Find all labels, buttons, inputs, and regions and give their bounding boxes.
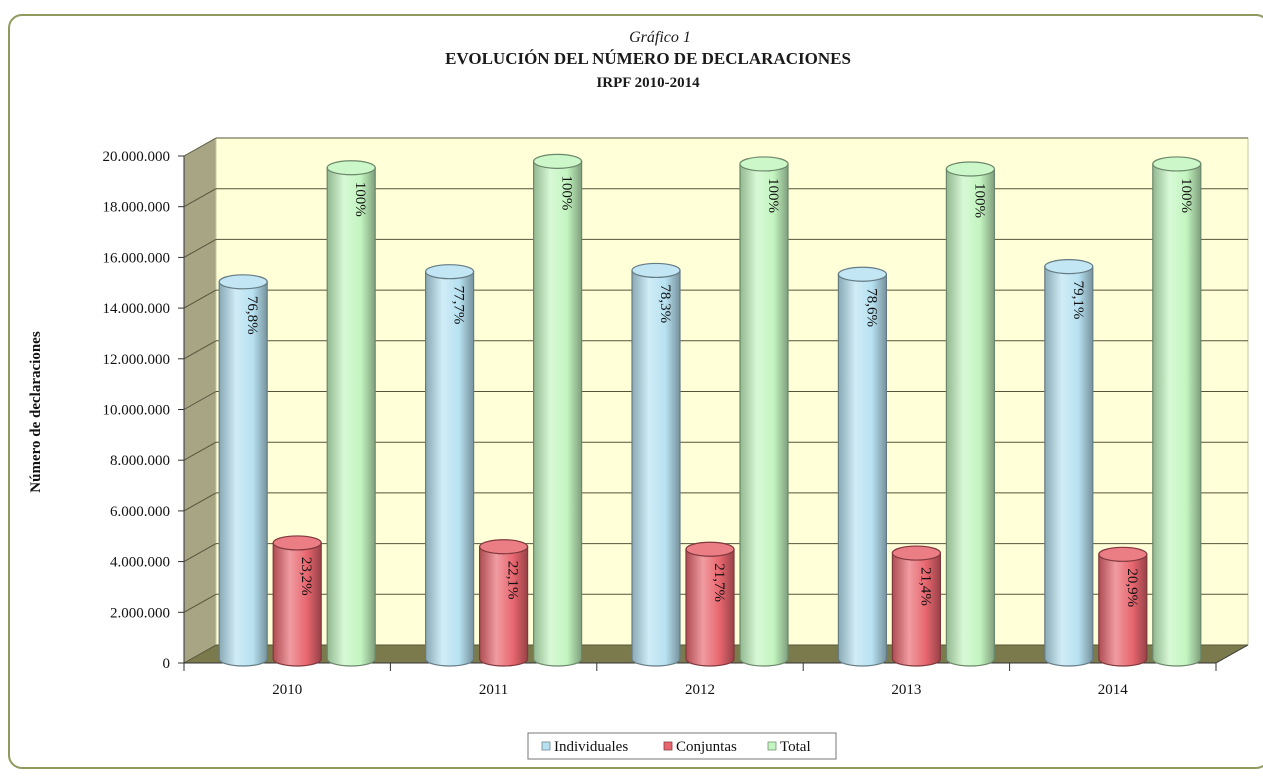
bar-conjuntas-2014 bbox=[1098, 553, 1148, 667]
legend-swatch-individuales bbox=[541, 741, 551, 751]
legend-swatch-conjuntas bbox=[663, 741, 673, 751]
data-label: 21,7% bbox=[711, 563, 727, 602]
bar-top-conjuntas-2012 bbox=[685, 541, 735, 557]
bar-total-2013 bbox=[945, 168, 995, 667]
data-label: 21,4% bbox=[917, 567, 933, 606]
bar-individuales-2011 bbox=[425, 271, 475, 667]
y-tick-label: 0 bbox=[163, 656, 171, 672]
y-tick-label: 14.000.000 bbox=[103, 301, 171, 317]
bar-conjuntas-2011 bbox=[479, 546, 529, 667]
x-tick-label: 2010 bbox=[272, 682, 302, 698]
gridline-side bbox=[183, 289, 217, 309]
gridline-side bbox=[183, 593, 217, 613]
gridline-side bbox=[183, 340, 217, 360]
data-label: 100% bbox=[1178, 178, 1194, 213]
chart-title-line2: IRPF 2010-2014 bbox=[596, 75, 700, 91]
legend-box bbox=[527, 732, 837, 760]
data-label: 76,8% bbox=[244, 296, 260, 335]
bar-conjuntas-2012 bbox=[685, 548, 735, 667]
x-axis-depth bbox=[1215, 644, 1249, 664]
bar-top-total-2014 bbox=[1152, 156, 1202, 172]
legend-label-conjuntas: Conjuntas bbox=[676, 739, 737, 755]
y-tick-label: 8.000.000 bbox=[110, 453, 170, 469]
x-tick-label: 2014 bbox=[1098, 682, 1129, 698]
chart-title: EVOLUCIÓN DEL NÚMERO DE DECLARACIONES bbox=[445, 49, 851, 68]
data-label: 78,3% bbox=[657, 284, 673, 323]
bar-top-conjuntas-2010 bbox=[272, 535, 322, 551]
gridline-side bbox=[183, 137, 217, 157]
bar-top-individuales-2013 bbox=[837, 266, 888, 282]
x-tick-label: 2011 bbox=[479, 682, 508, 698]
x-tick-label: 2012 bbox=[685, 682, 715, 698]
data-label: 22,1% bbox=[505, 561, 521, 600]
bar-total-2014 bbox=[1152, 163, 1202, 667]
data-label: 100% bbox=[971, 183, 987, 218]
bar-top-conjuntas-2011 bbox=[479, 539, 529, 555]
bar-conjuntas-2013 bbox=[891, 552, 941, 667]
bar-top-individuales-2012 bbox=[631, 262, 681, 279]
chart-subtitle: Gráfico 1 bbox=[629, 29, 691, 46]
bar-conjuntas-2010 bbox=[272, 542, 322, 667]
data-label: 77,7% bbox=[451, 286, 467, 325]
bar-individuales-2014 bbox=[1044, 266, 1094, 667]
x-tick-label: 2013 bbox=[891, 682, 921, 698]
data-label: 23,2% bbox=[298, 557, 314, 596]
data-label: 79,1% bbox=[1070, 281, 1086, 320]
data-label: 78,6% bbox=[863, 288, 879, 327]
bar-top-total-2013 bbox=[945, 161, 996, 177]
bar-top-individuales-2011 bbox=[425, 264, 475, 280]
data-label: 20,9% bbox=[1124, 568, 1140, 607]
legend-label-total: Total bbox=[780, 739, 811, 755]
plot-area: 0 2.000.000 4.000.000 6.000.000 8.000.000 10.… bbox=[103, 137, 1249, 760]
bar-individuales-2012 bbox=[631, 269, 681, 667]
gridline-side bbox=[183, 391, 217, 410]
y-tick-label: 12.000.000 bbox=[103, 352, 171, 368]
y-tick-label: 10.000.000 bbox=[103, 403, 171, 419]
bar-top-individuales-2014 bbox=[1044, 259, 1094, 275]
gridline-side bbox=[183, 238, 217, 258]
gridline-side bbox=[183, 441, 217, 461]
bar-top-total-2012 bbox=[739, 156, 789, 172]
gridline-side bbox=[183, 644, 217, 664]
y-axis-label: Número de declaraciones bbox=[28, 331, 44, 493]
y-tick-label: 16.000.000 bbox=[103, 250, 171, 266]
data-label: 100% bbox=[559, 175, 575, 210]
legend-label-individuales: Individuales bbox=[554, 739, 628, 755]
bar-top-conjuntas-2013 bbox=[891, 545, 942, 561]
y-tick-label: 6.000.000 bbox=[110, 504, 170, 520]
gridline-side bbox=[183, 492, 217, 512]
bar-top-total-2010 bbox=[326, 160, 376, 176]
y-tick-label: 2.000.000 bbox=[110, 605, 170, 621]
bar-top-conjuntas-2014 bbox=[1098, 546, 1148, 562]
legend-swatch-total bbox=[767, 741, 777, 751]
bar-individuales-2013 bbox=[837, 273, 887, 667]
gridline-side bbox=[183, 188, 217, 208]
bar-top-individuales-2010 bbox=[218, 274, 268, 290]
y-tick-label: 18.000.000 bbox=[103, 200, 171, 216]
gridline-side bbox=[183, 543, 217, 563]
bar-total-2011 bbox=[533, 160, 583, 667]
bar-individuales-2010 bbox=[218, 281, 268, 667]
data-label: 100% bbox=[352, 182, 368, 217]
y-tick-label: 20.000.000 bbox=[103, 149, 171, 165]
y-tick-label: 4.000.000 bbox=[110, 555, 170, 571]
data-label: 100% bbox=[765, 178, 781, 213]
bar-top-total-2011 bbox=[532, 153, 583, 170]
bar-total-2012 bbox=[739, 163, 789, 667]
bar-total-2010 bbox=[326, 167, 376, 667]
